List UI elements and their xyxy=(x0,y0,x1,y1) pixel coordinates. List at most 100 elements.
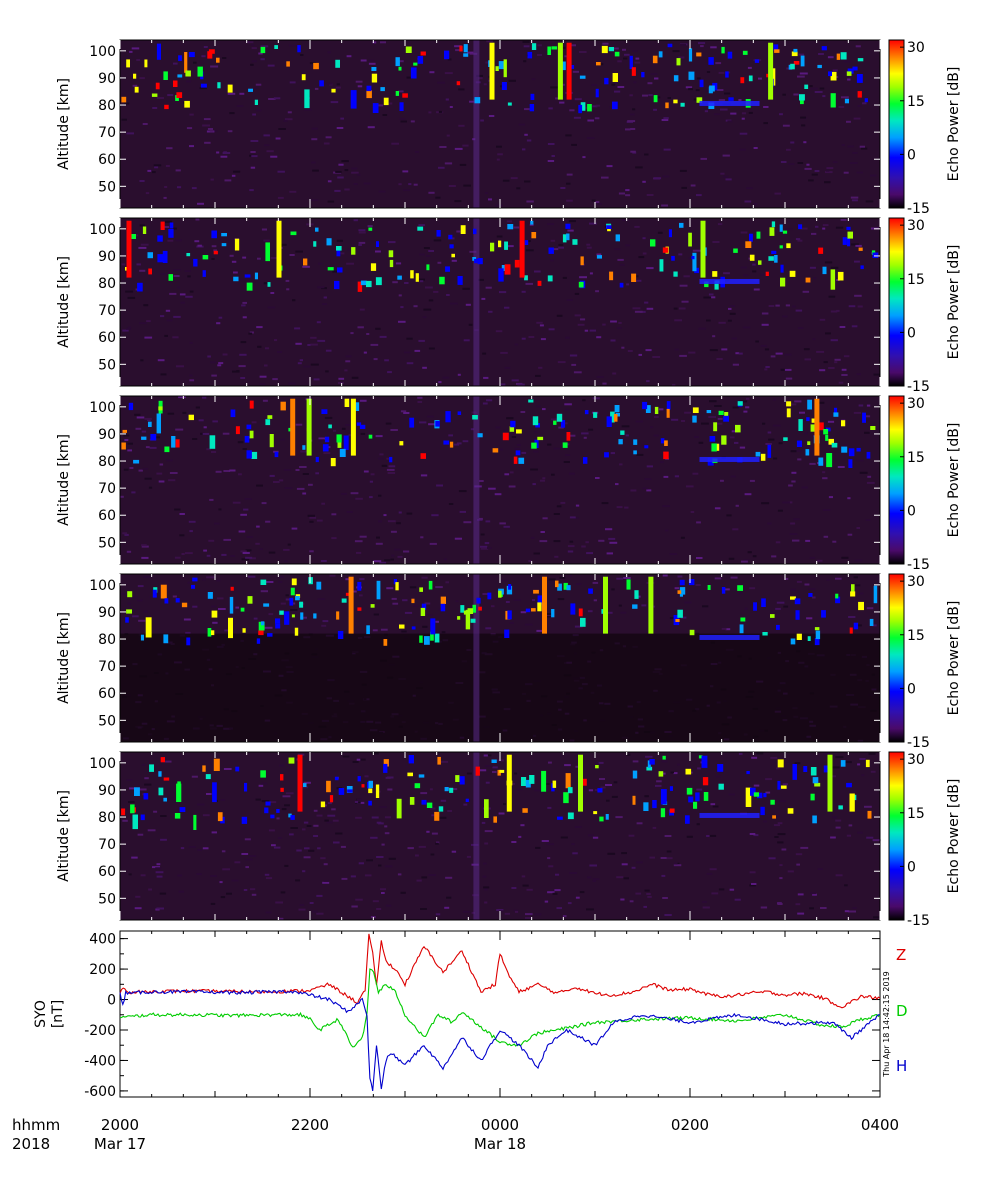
noise-cell xyxy=(139,77,145,80)
noise-cell xyxy=(259,548,263,551)
noise-cell xyxy=(211,258,215,260)
noise-cell xyxy=(155,871,164,874)
noise-cell xyxy=(172,595,177,598)
noise-cell xyxy=(140,874,146,877)
echo-cell xyxy=(641,72,645,78)
noise-cell xyxy=(354,801,359,803)
noise-cell xyxy=(480,547,489,550)
noise-cell xyxy=(525,917,532,919)
noise-cell xyxy=(128,801,135,803)
echo-column xyxy=(814,398,820,456)
echo-cell xyxy=(331,88,336,93)
noise-cell xyxy=(729,312,736,315)
noise-cell xyxy=(674,587,679,590)
noise-cell xyxy=(138,788,147,791)
noise-cell xyxy=(210,605,217,608)
noise-cell xyxy=(296,849,302,852)
echo-column xyxy=(557,42,563,100)
noise-cell xyxy=(492,771,497,773)
echo-cell xyxy=(740,617,746,622)
noise-cell xyxy=(814,91,823,93)
noise-cell xyxy=(211,374,217,377)
echo-cell xyxy=(246,424,252,430)
noise-cell xyxy=(644,478,652,481)
echo-cell xyxy=(790,63,795,70)
noise-cell xyxy=(153,810,158,813)
heatmap-noise xyxy=(122,752,881,920)
noise-cell xyxy=(180,301,185,304)
noise-cell xyxy=(299,466,307,468)
noise-cell xyxy=(623,57,628,60)
noise-cell xyxy=(856,171,864,174)
noise-cell xyxy=(847,533,853,536)
echo-cell xyxy=(304,89,310,109)
noise-cell xyxy=(173,275,180,277)
noise-cell xyxy=(564,403,572,406)
noise-cell xyxy=(582,156,586,159)
echo-cell xyxy=(472,415,478,420)
echo-cell xyxy=(465,798,469,802)
echo-cell xyxy=(699,79,704,88)
noise-cell xyxy=(806,617,813,620)
noise-cell xyxy=(247,575,256,578)
noise-cell xyxy=(760,344,767,347)
noise-cell xyxy=(592,397,600,400)
echo-cell xyxy=(593,811,598,815)
echo-cell xyxy=(742,50,748,55)
echo-cell xyxy=(368,780,373,789)
echo-cell xyxy=(126,59,130,68)
echo-cell xyxy=(750,787,756,796)
noise-cell xyxy=(341,427,346,430)
echo-cell xyxy=(397,275,402,280)
noise-cell xyxy=(245,549,252,552)
echo-cell xyxy=(155,82,160,90)
noise-cell xyxy=(690,184,696,187)
noise-cell xyxy=(581,545,586,548)
noise-cell xyxy=(378,864,382,867)
noise-cell xyxy=(610,452,615,455)
echo-cell xyxy=(370,604,375,608)
noise-cell xyxy=(269,474,275,477)
noise-cell xyxy=(235,606,239,609)
noise-cell xyxy=(232,501,241,504)
noise-cell xyxy=(661,760,668,763)
noise-cell xyxy=(139,269,146,272)
noise-cell xyxy=(585,541,589,544)
noise-cell xyxy=(132,596,138,599)
noise-cell xyxy=(403,351,411,354)
noise-cell xyxy=(324,819,329,822)
noise-cell xyxy=(122,329,129,332)
echo-cell xyxy=(547,275,553,282)
noise-cell xyxy=(220,896,226,899)
noise-cell xyxy=(632,108,636,111)
noise-cell xyxy=(300,616,307,619)
noise-cell xyxy=(625,128,631,131)
echo-cell xyxy=(504,241,508,250)
noise-cell xyxy=(620,898,625,901)
echo-cell xyxy=(449,244,454,249)
noise-cell xyxy=(586,246,592,249)
echo-cell xyxy=(193,814,197,830)
echo-cell xyxy=(419,587,423,592)
noise-cell xyxy=(400,120,407,123)
noise-cell xyxy=(841,144,845,146)
noise-cell xyxy=(695,89,700,92)
echo-cell xyxy=(860,265,864,270)
noise-cell xyxy=(277,836,283,839)
echo-cell xyxy=(246,450,252,459)
noise-cell xyxy=(841,374,848,376)
noise-cell xyxy=(484,842,489,845)
noise-cell xyxy=(289,190,297,193)
colorbar-tick-label: 30 xyxy=(907,396,925,412)
noise-cell xyxy=(333,429,337,432)
noise-cell xyxy=(745,397,750,400)
noise-cell xyxy=(503,803,506,806)
noise-cell xyxy=(674,862,678,865)
echo-cell xyxy=(547,46,551,55)
echo-cell xyxy=(188,414,194,421)
noise-cell xyxy=(577,323,585,326)
echo-cell xyxy=(158,406,163,411)
noise-cell xyxy=(515,910,519,913)
noise-cell xyxy=(567,229,574,232)
